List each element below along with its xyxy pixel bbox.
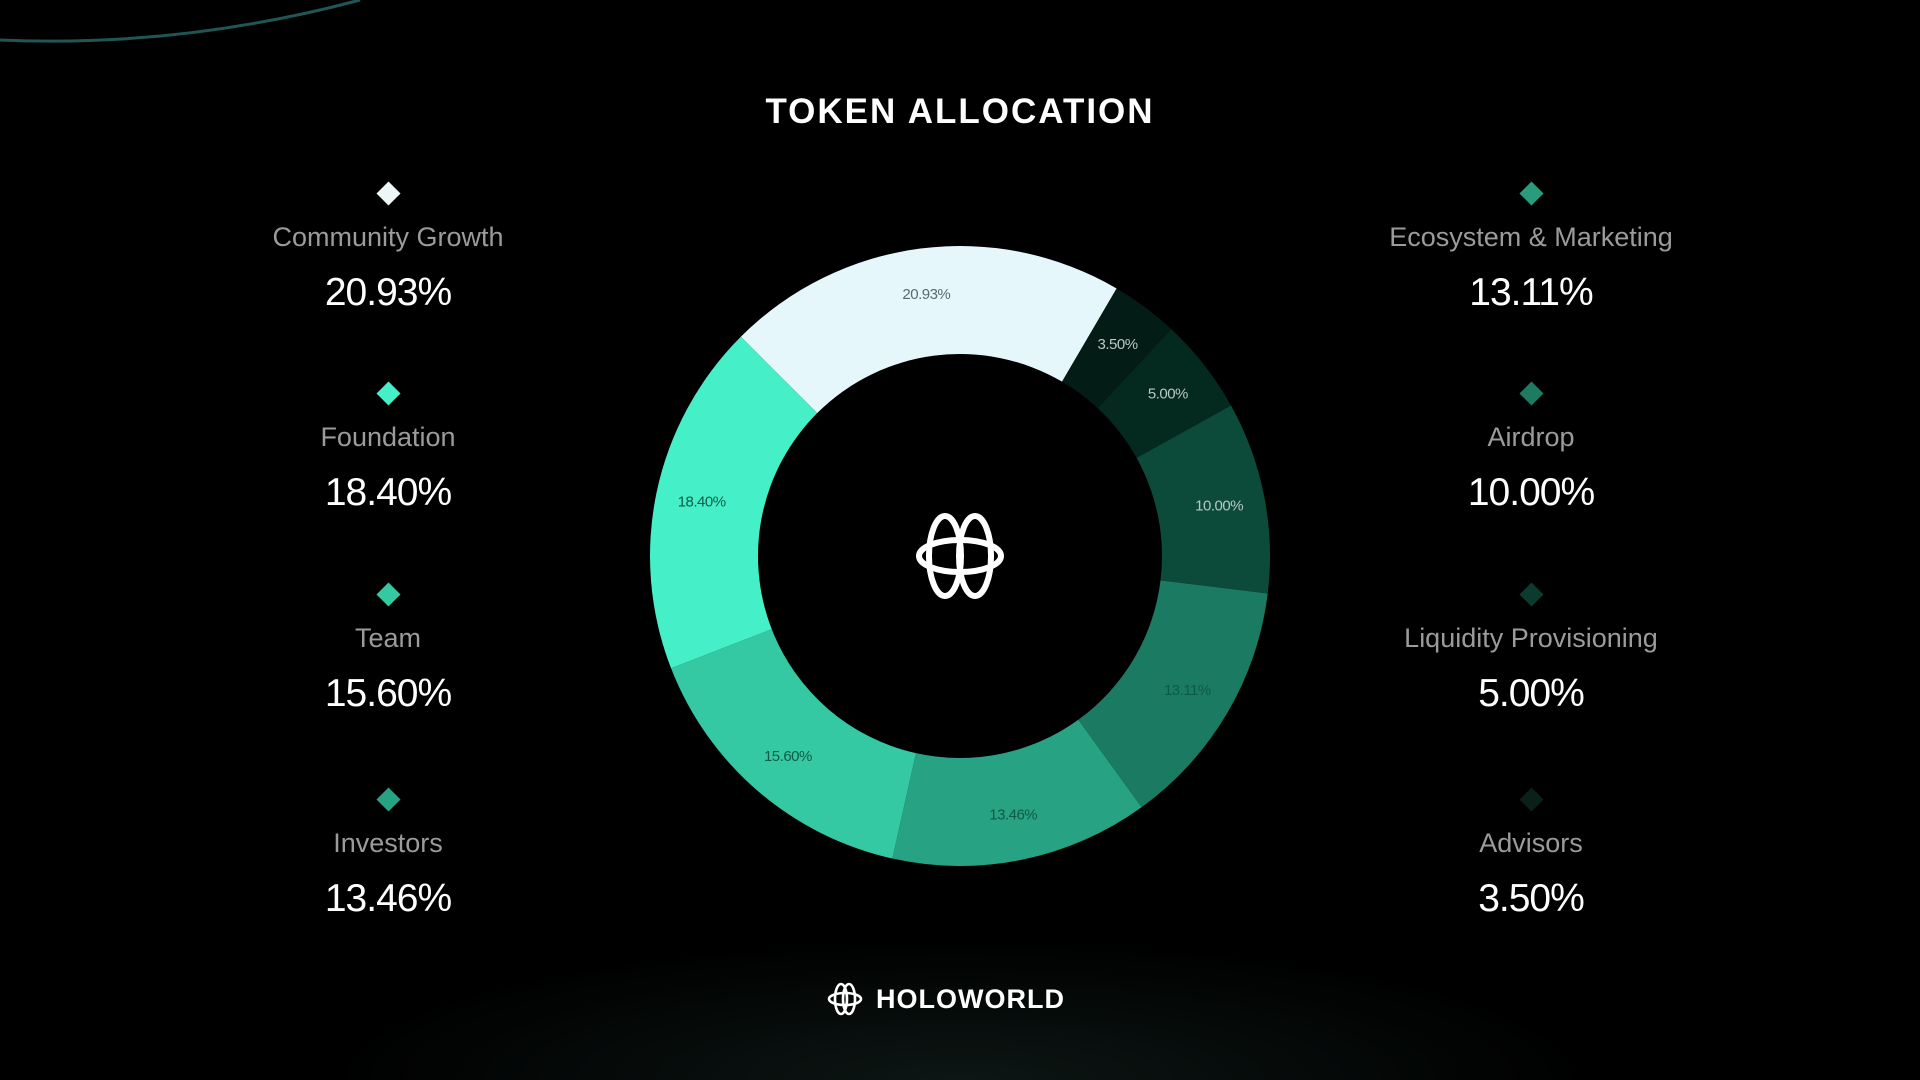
legend-item: Community Growth 20.93% xyxy=(188,181,588,315)
donut-slice xyxy=(740,246,1117,414)
legend-label: Ecosystem & Marketing xyxy=(1389,222,1673,252)
donut-slice xyxy=(1078,580,1268,808)
slice-label: 18.40% xyxy=(678,494,726,511)
legend-label: Investors xyxy=(333,828,443,858)
legend-value: 10.00% xyxy=(1467,471,1595,514)
donut-slice xyxy=(1097,329,1231,458)
donut-slice xyxy=(1062,288,1172,409)
holoworld-globe-icon xyxy=(916,513,1004,599)
page-title: TOKEN ALLOCATION xyxy=(765,92,1155,131)
decorative-arc xyxy=(0,0,361,43)
legend-value: 15.60% xyxy=(324,672,452,715)
legend-item: Advisors 3.50% xyxy=(1331,787,1731,921)
legend-value: 5.00% xyxy=(1478,672,1585,715)
donut-slice xyxy=(650,336,818,669)
donut-slice xyxy=(892,719,1142,866)
legend-value: 13.11% xyxy=(1469,271,1593,314)
slice-label: 13.11% xyxy=(1164,682,1211,699)
legend-label: Advisors xyxy=(1479,828,1583,858)
slice-label: 20.93% xyxy=(902,286,950,303)
legend-item: Foundation 18.40% xyxy=(188,381,588,515)
slice-label: 5.00% xyxy=(1148,385,1188,402)
slice-label: 13.46% xyxy=(989,807,1037,824)
logo-text: HOLOWORLD xyxy=(876,983,1065,1014)
slice-label: 15.60% xyxy=(764,748,812,765)
legend-label: Airdrop xyxy=(1487,422,1575,452)
legend-label: Foundation xyxy=(320,422,456,452)
legend-item: Investors 13.46% xyxy=(188,787,588,921)
legend-item: Ecosystem & Marketing 13.11% xyxy=(1331,181,1731,315)
legend-item: Liquidity Provisioning 5.00% xyxy=(1331,582,1731,716)
holoworld-logo: HOLOWORLD xyxy=(826,980,1065,1018)
legend-label: Community Growth xyxy=(272,222,504,252)
legend-label: Team xyxy=(354,623,422,653)
legend-item: Team 15.60% xyxy=(188,582,588,716)
slice-label: 3.50% xyxy=(1098,336,1138,353)
legend-value: 3.50% xyxy=(1478,877,1585,920)
legend-value: 18.40% xyxy=(324,471,452,514)
donut-slice xyxy=(1136,405,1271,594)
legend-label: Liquidity Provisioning xyxy=(1404,623,1658,653)
slice-label: 10.00% xyxy=(1195,497,1243,514)
holoworld-logo-icon xyxy=(827,982,863,1016)
legend-item: Airdrop 10.00% xyxy=(1331,381,1731,515)
donut-slice xyxy=(671,629,916,859)
legend-value: 13.46% xyxy=(324,877,452,920)
legend-value: 20.93% xyxy=(324,271,452,314)
